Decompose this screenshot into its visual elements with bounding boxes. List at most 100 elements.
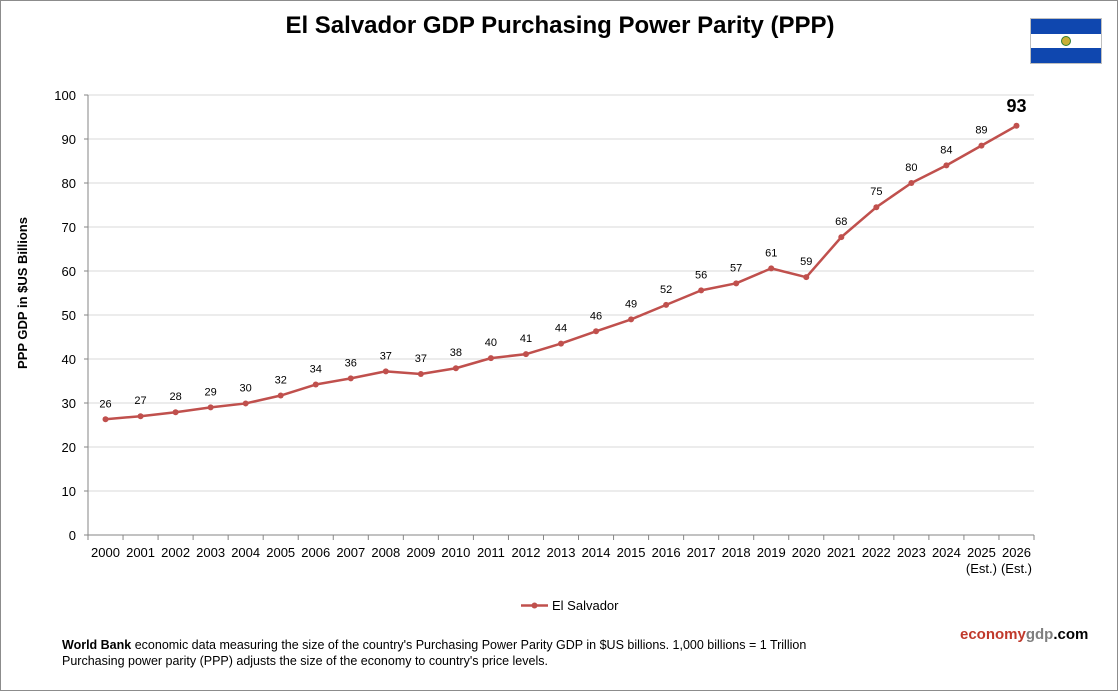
data-label: 44 xyxy=(555,323,567,335)
x-tick-label: 2008 xyxy=(371,545,400,560)
data-label: 68 xyxy=(835,216,847,228)
x-tick-label: 2006 xyxy=(301,545,330,560)
legend-label: El Salvador xyxy=(552,598,619,613)
y-axis: 0 10 20 30 40 50 60 70 80 90 100 xyxy=(54,88,89,543)
brand-part-1: economy xyxy=(960,626,1026,643)
data-point xyxy=(943,162,950,169)
data-label: 28 xyxy=(169,391,181,403)
footer-line-1: World Bank economic data measuring the s… xyxy=(62,637,806,653)
y-tick-label: 0 xyxy=(69,528,76,543)
data-point xyxy=(733,280,740,287)
data-label: 37 xyxy=(380,350,392,362)
series-el-salvador: 26 27 28 29 30 32 34 36 37 37 38 40 41 44 46 49 52 56 57 61… xyxy=(99,96,1026,423)
y-tick-label: 90 xyxy=(62,132,76,147)
data-label: 61 xyxy=(765,247,777,259)
y-tick-label: 20 xyxy=(62,440,76,455)
x-tick-label: 2002 xyxy=(161,545,190,560)
data-label: 41 xyxy=(520,333,532,345)
brand-part-2: gdp xyxy=(1025,626,1054,643)
x-tick-label: 2024 xyxy=(932,545,961,560)
y-tick-label: 40 xyxy=(62,352,76,367)
x-tick-label: 2001 xyxy=(126,545,155,560)
data-point xyxy=(663,301,670,308)
data-label: 34 xyxy=(310,364,322,376)
y-tick-label: 100 xyxy=(54,88,76,103)
y-axis-label: PPP GDP in $US Billions xyxy=(15,217,30,369)
data-point xyxy=(207,404,214,411)
x-tick-label: 2023 xyxy=(897,545,926,560)
data-label: 30 xyxy=(240,382,252,394)
data-point xyxy=(172,409,179,416)
data-label: 59 xyxy=(800,256,812,268)
x-tick-label: 2011 xyxy=(477,545,505,560)
data-point xyxy=(382,368,389,375)
x-tick-label: 2025 xyxy=(967,545,996,560)
data-point xyxy=(628,316,635,323)
data-point xyxy=(277,392,284,399)
el-salvador-flag-icon xyxy=(1030,18,1102,64)
flag-band-bottom xyxy=(1031,48,1101,63)
data-point xyxy=(978,142,985,149)
data-label: 32 xyxy=(275,375,287,387)
data-point xyxy=(242,400,249,407)
y-tick-label: 30 xyxy=(62,396,76,411)
x-tick-label: 2026 xyxy=(1002,545,1031,560)
data-point xyxy=(593,328,600,335)
footer-line-2: Purchasing power parity (PPP) adjusts th… xyxy=(62,654,548,668)
y-tick-label: 10 xyxy=(62,484,76,499)
data-point xyxy=(312,381,319,388)
data-label: 29 xyxy=(205,386,217,398)
x-tick-label: 2017 xyxy=(687,545,716,560)
x-tick-label: 2021 xyxy=(827,545,856,560)
x-tick-label: 2018 xyxy=(722,545,751,560)
y-tick-label: 60 xyxy=(62,264,76,279)
x-tick-label: 2016 xyxy=(652,545,681,560)
data-label: 80 xyxy=(905,162,917,174)
data-point xyxy=(803,274,810,281)
x-tick-label: 2010 xyxy=(441,545,470,560)
legend-marker xyxy=(531,602,538,609)
data-label: 75 xyxy=(870,186,882,198)
data-label: 36 xyxy=(345,357,357,369)
data-point xyxy=(908,180,915,186)
x-tick-label: 2005 xyxy=(266,545,295,560)
x-tick-label: 2004 xyxy=(231,545,260,560)
x-tick-label: 2015 xyxy=(617,545,646,560)
y-tick-label: 50 xyxy=(62,308,76,323)
x-tick-label: 2000 xyxy=(91,545,120,560)
x-axis: 2000 2001 2002 2003 2004 2005 2006 2007 2008 2009… xyxy=(87,534,1035,576)
data-point xyxy=(417,370,424,377)
brand-part-3: .com xyxy=(1053,626,1089,643)
legend: El Salvador xyxy=(521,598,619,613)
data-label: 37 xyxy=(415,353,427,365)
x-tick-label: 2009 xyxy=(406,545,435,560)
series-line xyxy=(105,124,1018,421)
data-label: 38 xyxy=(450,347,462,359)
x-tick-label: 2020 xyxy=(792,545,821,560)
x-tick-sublabel: (Est.) xyxy=(1001,561,1032,576)
x-tick-label: 2014 xyxy=(582,545,611,560)
data-label: 93 xyxy=(1006,96,1026,116)
footer-note: World Bank economic data measuring the s… xyxy=(62,637,806,669)
x-tick-label: 2012 xyxy=(512,545,541,560)
data-label: 46 xyxy=(590,310,602,322)
data-point xyxy=(137,413,144,420)
footer-source: World Bank xyxy=(62,638,132,652)
data-label: 26 xyxy=(99,398,111,410)
data-label: 49 xyxy=(625,298,637,310)
data-label: 40 xyxy=(485,337,497,349)
data-point xyxy=(452,365,459,372)
data-point xyxy=(873,204,880,211)
data-point xyxy=(347,375,354,382)
x-tick-label: 2007 xyxy=(336,545,365,560)
data-point xyxy=(102,416,109,423)
data-point xyxy=(1013,122,1020,129)
x-tick-label: 2019 xyxy=(757,545,786,560)
data-point xyxy=(558,340,564,347)
flag-seal-icon xyxy=(1061,36,1071,46)
data-label: 27 xyxy=(134,395,146,407)
y-tick-label: 70 xyxy=(62,220,76,235)
x-tick-sublabel: (Est.) xyxy=(966,561,997,576)
flag-band-top xyxy=(1031,19,1101,34)
